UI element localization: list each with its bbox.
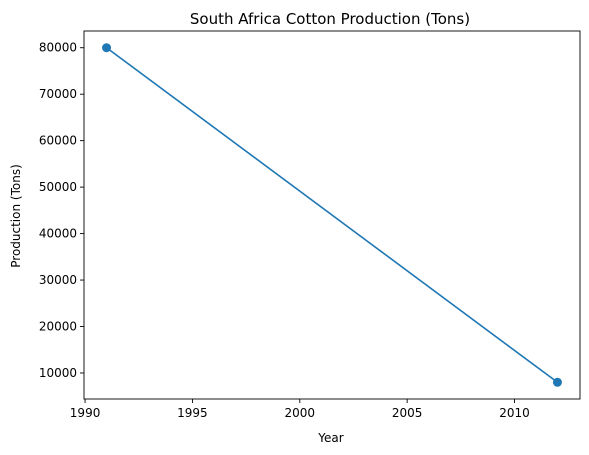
y-tick-label: 20000 [39,320,77,334]
x-tick-label: 1995 [177,406,208,420]
y-tick-label: 50000 [39,180,77,194]
y-tick-label: 80000 [39,41,77,55]
y-tick-label: 60000 [39,134,77,148]
series-line [106,47,558,383]
x-tick-label: 2000 [285,406,316,420]
y-tick-label: 40000 [39,227,77,241]
y-axis: 10000 20000 30000 40000 50000 60000 70000 80000 [39,41,84,380]
data-point [552,377,562,387]
x-tick-label: 1990 [70,406,101,420]
y-tick-label: 70000 [39,87,77,101]
x-tick-label: 2010 [499,406,530,420]
chart-title: South Africa Cotton Production (Tons) [190,10,470,28]
x-axis-label: Year [317,431,343,445]
series-layer [102,43,562,387]
x-tick-label: 2005 [392,406,423,420]
y-tick-label: 10000 [39,366,77,380]
plot-area-frame [83,30,581,400]
x-axis: 1990 1995 2000 2005 2010 [70,399,530,420]
y-axis-label: Production (Tons) [9,164,23,268]
y-tick-label: 30000 [39,273,77,287]
data-point [102,43,112,53]
